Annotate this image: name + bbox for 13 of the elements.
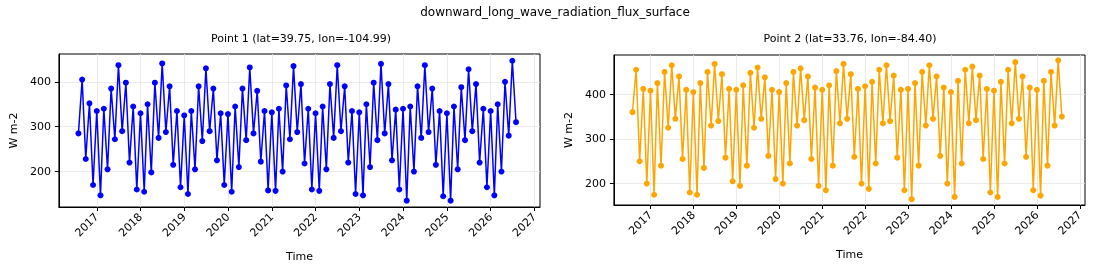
text: downward_long_wave_radiation_flux_surface bbox=[419, 5, 691, 19]
y-axis-title: W m-2 bbox=[7, 112, 20, 149]
y-tick-label: 300 bbox=[584, 132, 606, 146]
y-tick-label: 400 bbox=[584, 87, 606, 101]
x-axis-title: Time bbox=[284, 250, 314, 263]
y-tick-label: 300 bbox=[29, 120, 51, 134]
y-tick-label: 200 bbox=[584, 177, 606, 191]
y-tick-label: 200 bbox=[29, 165, 51, 179]
y-tick-label: 400 bbox=[29, 75, 51, 89]
chart-title: Point 2 (lat=33.76, lon=-84.40) bbox=[763, 32, 937, 45]
y-axis-title: W m-2 bbox=[562, 111, 575, 149]
x-axis-title: Time bbox=[834, 248, 864, 261]
chart-title: Point 1 (lat=39.75, lon=-104.99) bbox=[210, 32, 392, 45]
